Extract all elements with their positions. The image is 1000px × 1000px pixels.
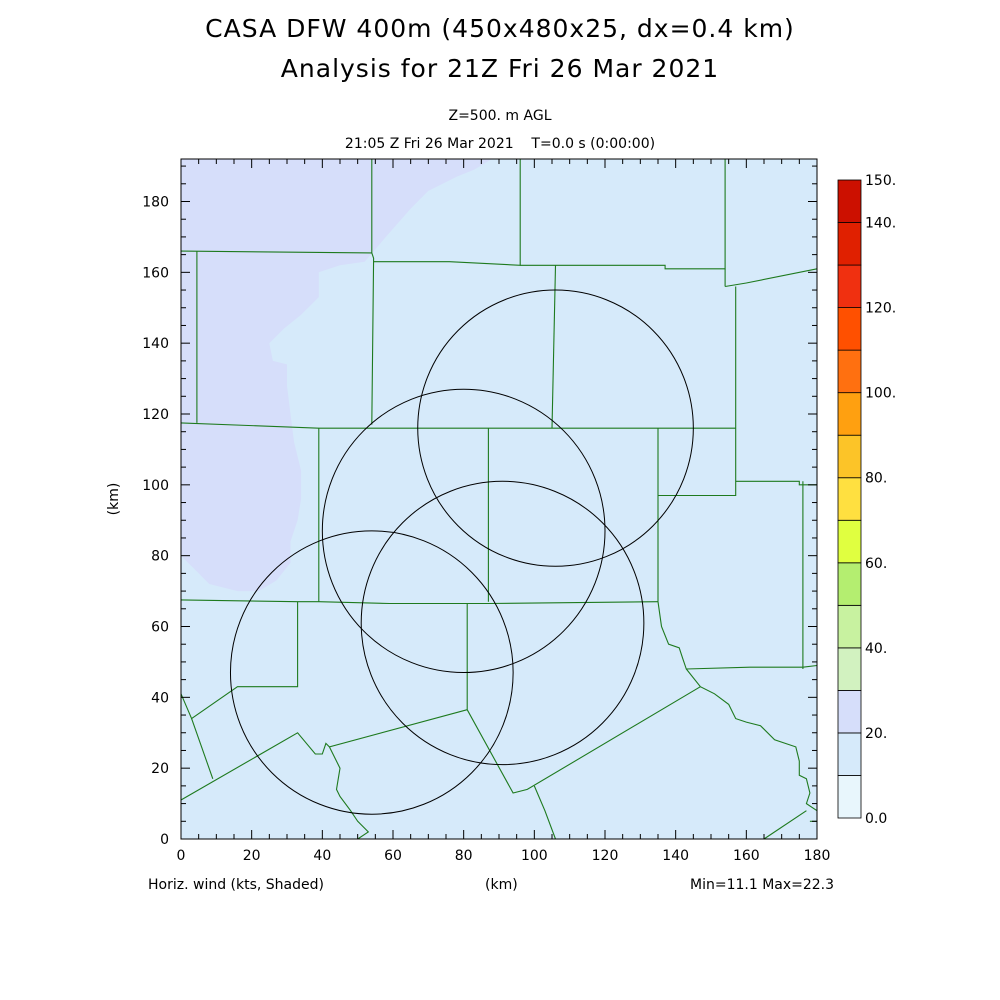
colorbar-label: 140. [865, 216, 896, 232]
x-tick-label: 0 [177, 848, 186, 864]
colorbar-label: 120. [865, 301, 896, 317]
field-label: Horiz. wind (kts, Shaded) [148, 877, 324, 893]
colorbar-bin-40 [837, 604, 862, 649]
x-tick-label: 100 [521, 848, 548, 864]
x-tick-label: 40 [313, 848, 331, 864]
county-boundary-12 [658, 286, 737, 497]
county-boundary-7 [180, 422, 736, 429]
county-boundary-25 [763, 810, 807, 840]
colorbar-label: 60. [865, 556, 887, 572]
colorbar-label: 0.0 [865, 811, 887, 827]
colorbar-bin-80 [837, 434, 862, 479]
level-label: Z=500. m AGL [448, 108, 552, 124]
y-tick-label: 160 [142, 265, 169, 281]
y-tick-label: 60 [151, 620, 169, 636]
x-tick-label: 180 [804, 848, 831, 864]
colorbar-bin-110 [837, 307, 862, 351]
radar-range-rings [229, 289, 694, 815]
county-boundary-18 [191, 718, 214, 779]
y-tick-label: 0 [160, 832, 169, 848]
colorbar-bin-0 [837, 775, 862, 819]
colorbar-bin-90 [837, 392, 862, 436]
x-tick-label: 60 [384, 848, 402, 864]
radar-range-ring-2 [321, 388, 606, 674]
axis-ticks: 0 20 40 60 80 100 120 140 160 180 0 20 40 60 80 100 120 1… [106, 159, 830, 864]
y-tick-label: 20 [151, 761, 169, 777]
radar-range-ring-3 [360, 480, 645, 766]
y-tick-label: 100 [142, 478, 169, 494]
min-max-label: Min=11.1 Max=22.3 [690, 877, 835, 893]
radar-range-ring-4 [229, 530, 514, 815]
x-tick-label: 140 [662, 848, 689, 864]
colorbar: 0.0 20. 40. 60. 80. 100. 120. 140. 150. [837, 173, 896, 827]
field-region-20-30 [181, 159, 492, 592]
county-boundary-17 [180, 601, 299, 720]
y-tick-label: 120 [142, 407, 169, 423]
county-boundary-15 [180, 599, 659, 605]
y-tick-label: 180 [142, 195, 169, 211]
x-tick-label: 20 [243, 848, 261, 864]
county-boundary-23 [685, 668, 818, 812]
y-axis-label: (km) [106, 483, 122, 516]
colorbar-bin-20 [837, 690, 862, 734]
county-boundary-3 [373, 159, 521, 266]
colorbar-bin-120 [837, 264, 862, 309]
colorbar-bin-60 [837, 519, 862, 564]
y-tick-label: 80 [151, 549, 169, 565]
x-tick-label: 160 [733, 848, 760, 864]
x-tick-label: 120 [592, 848, 619, 864]
y-tick-label: 40 [151, 690, 169, 706]
county-boundary-22 [657, 601, 818, 670]
y-tick-label: 140 [142, 336, 169, 352]
radar-range-ring-1 [417, 289, 694, 567]
colorbar-bin-70 [837, 477, 862, 521]
colorbar-bin-30 [837, 647, 862, 691]
colorbar-bin-100 [837, 349, 862, 394]
x-tick-label: 80 [455, 848, 473, 864]
colorbar-bin-10 [837, 732, 862, 776]
colorbar-bin-130 [837, 222, 862, 266]
colorbar-bin-50 [837, 562, 862, 606]
county-boundary-2 [371, 252, 375, 425]
county-boundaries [180, 159, 818, 840]
wind-field [181, 159, 817, 839]
county-boundary-21 [328, 746, 370, 840]
colorbar-label: 150. [865, 173, 896, 189]
county-boundary-20 [466, 686, 701, 794]
county-boundary-4 [520, 159, 726, 270]
county-boundary-5 [725, 268, 818, 288]
chart-subtitle: Analysis for 21Z Fri 26 Mar 2021 [280, 54, 720, 83]
county-boundary-8 [551, 265, 557, 429]
chart-title: CASA DFW 400m (450x480x25, dx=0.4 km) [205, 14, 795, 43]
county-boundary-24 [533, 785, 557, 840]
x-axis-label: (km) [485, 877, 518, 893]
colorbar-label: 100. [865, 386, 896, 402]
colorbar-label: 40. [865, 641, 887, 657]
colorbar-label: 20. [865, 726, 887, 742]
colorbar-label: 80. [865, 471, 887, 487]
colorbar-bin-140 [837, 179, 862, 223]
time-label: 21:05 Z Fri 26 Mar 2021 T=0.0 s (0:00:00… [344, 136, 656, 152]
